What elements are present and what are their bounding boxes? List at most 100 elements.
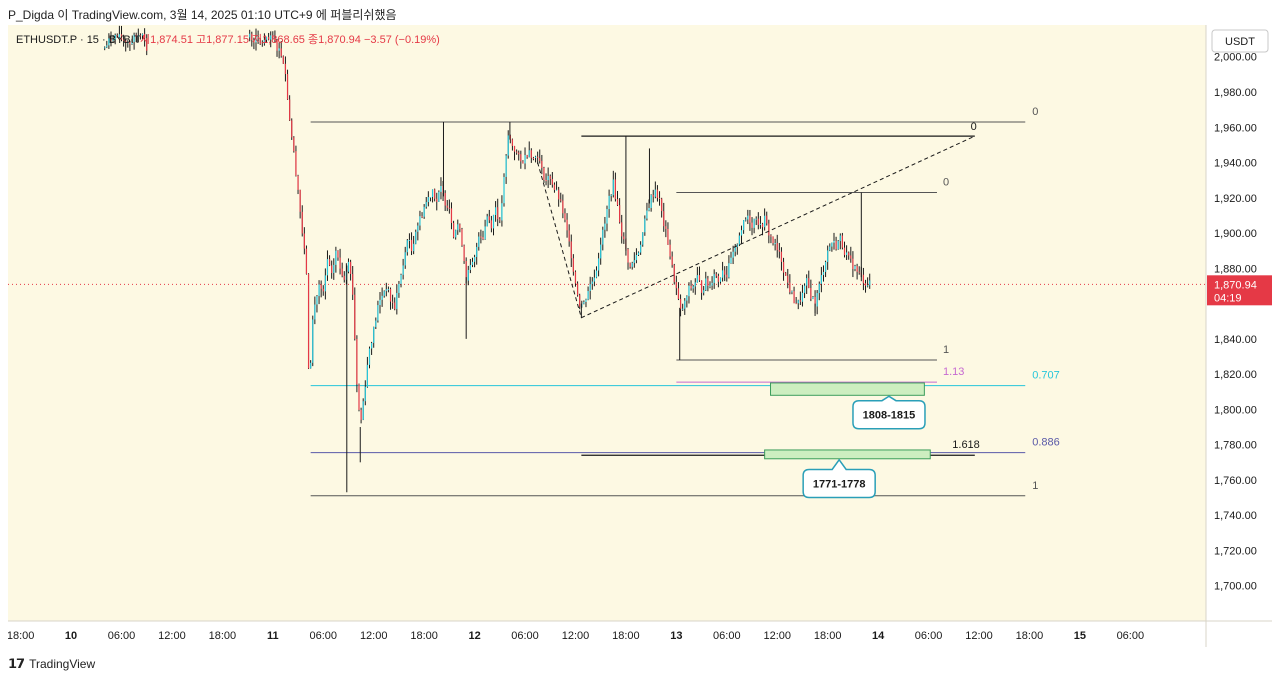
- candle-body: [846, 252, 848, 256]
- candle-body: [547, 176, 549, 181]
- candle-body: [118, 34, 120, 38]
- candle-body: [314, 304, 316, 320]
- candle-body: [803, 285, 806, 293]
- candle-body: [553, 184, 556, 190]
- candle-body: [310, 362, 312, 369]
- candle-body: [280, 48, 282, 57]
- chart-panel[interactable]: 0 0.707 0.886 1 0 1 1.13 0 1.618 1808-1815 1771-17…: [7, 25, 1272, 647]
- candle-body: [352, 274, 354, 295]
- candle-body: [589, 284, 591, 292]
- candle-body: [776, 243, 778, 251]
- currency-label: USDT: [1225, 36, 1255, 48]
- x-tick-label: 12:00: [360, 630, 388, 642]
- zone-callout-label: 1771-1778: [813, 478, 866, 490]
- candle-body: [799, 300, 801, 302]
- target-zone[interactable]: [764, 449, 931, 460]
- candle-body: [602, 229, 604, 245]
- candle-body: [440, 185, 442, 192]
- candle-body: [734, 247, 736, 252]
- candle-body: [682, 308, 684, 310]
- candle-body: [284, 63, 287, 75]
- x-tick-label: 06:00: [309, 630, 337, 642]
- candlestick-chart[interactable]: 00.7070.8861011.1301.6181808-18151771-17…: [7, 25, 1272, 647]
- candle-body: [316, 296, 318, 305]
- candle-body: [650, 194, 652, 208]
- candle-body: [259, 38, 261, 43]
- candle-body: [251, 33, 253, 41]
- y-tick-label: 1,820.00: [1214, 369, 1257, 381]
- candle-body: [576, 283, 579, 296]
- candle-body: [782, 261, 785, 273]
- y-tick-label: 1,980.00: [1214, 87, 1257, 99]
- candle-body: [127, 42, 129, 44]
- candle-body: [637, 252, 640, 255]
- candle-body: [516, 151, 518, 153]
- candle-body: [644, 218, 646, 233]
- last-price-label: 1,870.94: [1214, 279, 1257, 291]
- candle-body: [751, 222, 753, 228]
- candle-body: [621, 222, 623, 237]
- candle-body: [543, 167, 545, 181]
- candle-body: [591, 281, 593, 285]
- horizontal-line-lower-label: 1.618: [952, 439, 980, 451]
- candle-body: [768, 223, 770, 236]
- candle-body: [270, 35, 272, 40]
- candle-body: [286, 74, 289, 100]
- y-tick-label: 1,760.00: [1214, 475, 1257, 487]
- y-tick-label: 1,920.00: [1214, 193, 1257, 205]
- candle-body: [785, 272, 787, 276]
- candle-body: [141, 33, 144, 36]
- candle-body: [396, 292, 398, 310]
- candle-body: [816, 293, 818, 307]
- candle-body: [745, 219, 747, 221]
- candle-body: [724, 270, 726, 275]
- target-zone[interactable]: [770, 382, 925, 396]
- candle-body: [600, 244, 602, 259]
- candle-body: [841, 235, 843, 248]
- candle-body: [473, 257, 476, 262]
- x-tick-label: 18:00: [8, 630, 34, 642]
- candle-body: [587, 291, 589, 300]
- candle-body: [339, 257, 341, 269]
- candle-body: [375, 320, 377, 327]
- candle-body: [814, 296, 816, 307]
- x-tick-label: 12:00: [965, 630, 993, 642]
- dashed-trend-line[interactable]: [537, 135, 976, 319]
- candle-body: [501, 203, 503, 221]
- candle-body: [789, 282, 791, 293]
- candle-body: [673, 265, 675, 282]
- candle-body: [318, 284, 320, 297]
- candle-body: [419, 216, 421, 226]
- candle-body: [482, 237, 484, 240]
- x-tick-label: 15: [1074, 630, 1086, 642]
- candle-body: [528, 150, 530, 158]
- candle-body: [757, 218, 759, 225]
- candle-body: [104, 47, 106, 49]
- candle-body: [537, 156, 539, 158]
- candle-body: [379, 299, 381, 306]
- candle-body: [452, 222, 455, 238]
- candle-body: [312, 319, 314, 363]
- candle-body: [383, 291, 385, 296]
- candle-body: [120, 34, 123, 40]
- candle-body: [597, 258, 600, 271]
- candle-body: [753, 218, 755, 228]
- candle-body: [389, 288, 392, 302]
- zone-callout[interactable]: [802, 458, 876, 499]
- candle-body: [276, 40, 278, 51]
- candle-body: [759, 223, 762, 225]
- candle-body: [614, 179, 617, 200]
- x-tick-label: 14: [872, 630, 885, 642]
- candle-body: [707, 278, 709, 286]
- fib-left-level-label: 0: [1032, 106, 1038, 118]
- y-tick-label: 1,780.00: [1214, 440, 1257, 452]
- fib-right-level-label: 0: [943, 177, 949, 189]
- zone-callout[interactable]: [852, 395, 926, 430]
- x-tick-label: 06:00: [1117, 630, 1145, 642]
- candle-body: [612, 179, 614, 196]
- candle-body: [289, 99, 291, 121]
- currency-badge[interactable]: [1211, 29, 1269, 53]
- candle-body: [402, 265, 404, 275]
- candle-body: [326, 259, 329, 276]
- candle-body: [387, 288, 390, 290]
